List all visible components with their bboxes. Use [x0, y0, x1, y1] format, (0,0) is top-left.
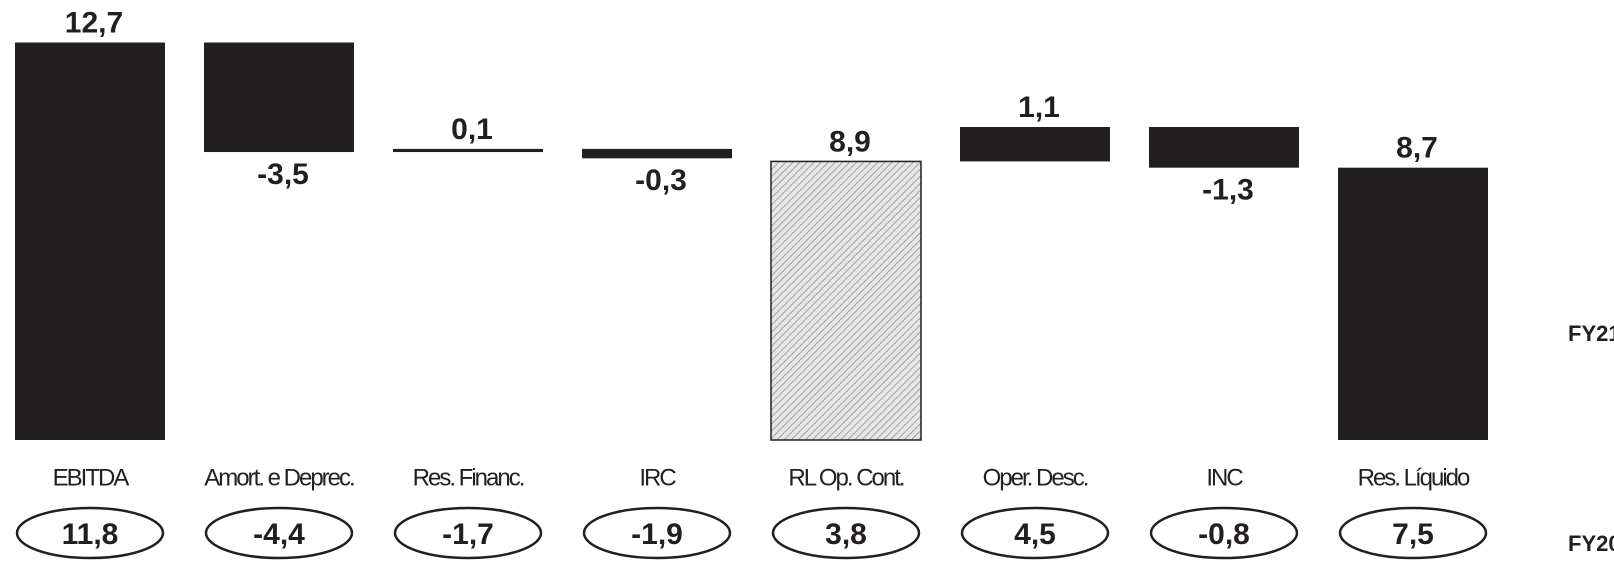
fy20-label: 7,5 [1392, 518, 1434, 551]
fy20-label: -0,8 [1198, 518, 1250, 551]
bar [770, 160, 922, 441]
bar [960, 127, 1110, 162]
x-tick-label: RL Op. Cont. [788, 464, 904, 491]
bar [1338, 167, 1488, 440]
series-label: FY20 [1568, 531, 1614, 556]
fy20-marker [204, 506, 354, 560]
value-label: 1,1 [1018, 91, 1060, 124]
x-tick-label: Res. Líquido [1358, 464, 1470, 491]
value-label: 12,7 [65, 6, 123, 39]
fy20-marker [771, 506, 921, 560]
x-tick-label: Oper. Desc. [983, 464, 1088, 491]
fy20-marker [1338, 506, 1488, 560]
bar [15, 42, 165, 441]
bar [582, 148, 732, 159]
fy20-label: -4,4 [253, 518, 305, 551]
fy20-marker [393, 506, 543, 560]
value-label: 8,9 [829, 125, 871, 158]
x-tick-label: EBITDA [53, 464, 130, 491]
x-tick-label: INC [1206, 464, 1243, 491]
fy20-label: 3,8 [825, 518, 867, 551]
fy20-marker [15, 506, 165, 560]
fy20-label: 11,8 [62, 518, 119, 551]
x-tick-label: Res. Financ. [413, 464, 524, 491]
fy20-label: 4,5 [1014, 518, 1056, 551]
fy20-marker [582, 506, 732, 560]
x-tick-label: Amort. e Deprec. [204, 464, 354, 491]
fy20-marker [960, 506, 1110, 560]
bar [1149, 127, 1299, 168]
value-label: 0,1 [451, 113, 493, 146]
fy20-marker [1149, 506, 1299, 560]
bar [393, 148, 543, 153]
fy20-label: -1,9 [631, 518, 683, 551]
value-label: -1,3 [1202, 174, 1254, 207]
fy20-label: -1,7 [442, 518, 494, 551]
value-label: -3,5 [257, 158, 309, 191]
x-tick-label: IRC [639, 464, 676, 491]
bar [204, 42, 354, 153]
value-label: -0,3 [635, 164, 687, 197]
value-label: 8,7 [1396, 132, 1438, 165]
